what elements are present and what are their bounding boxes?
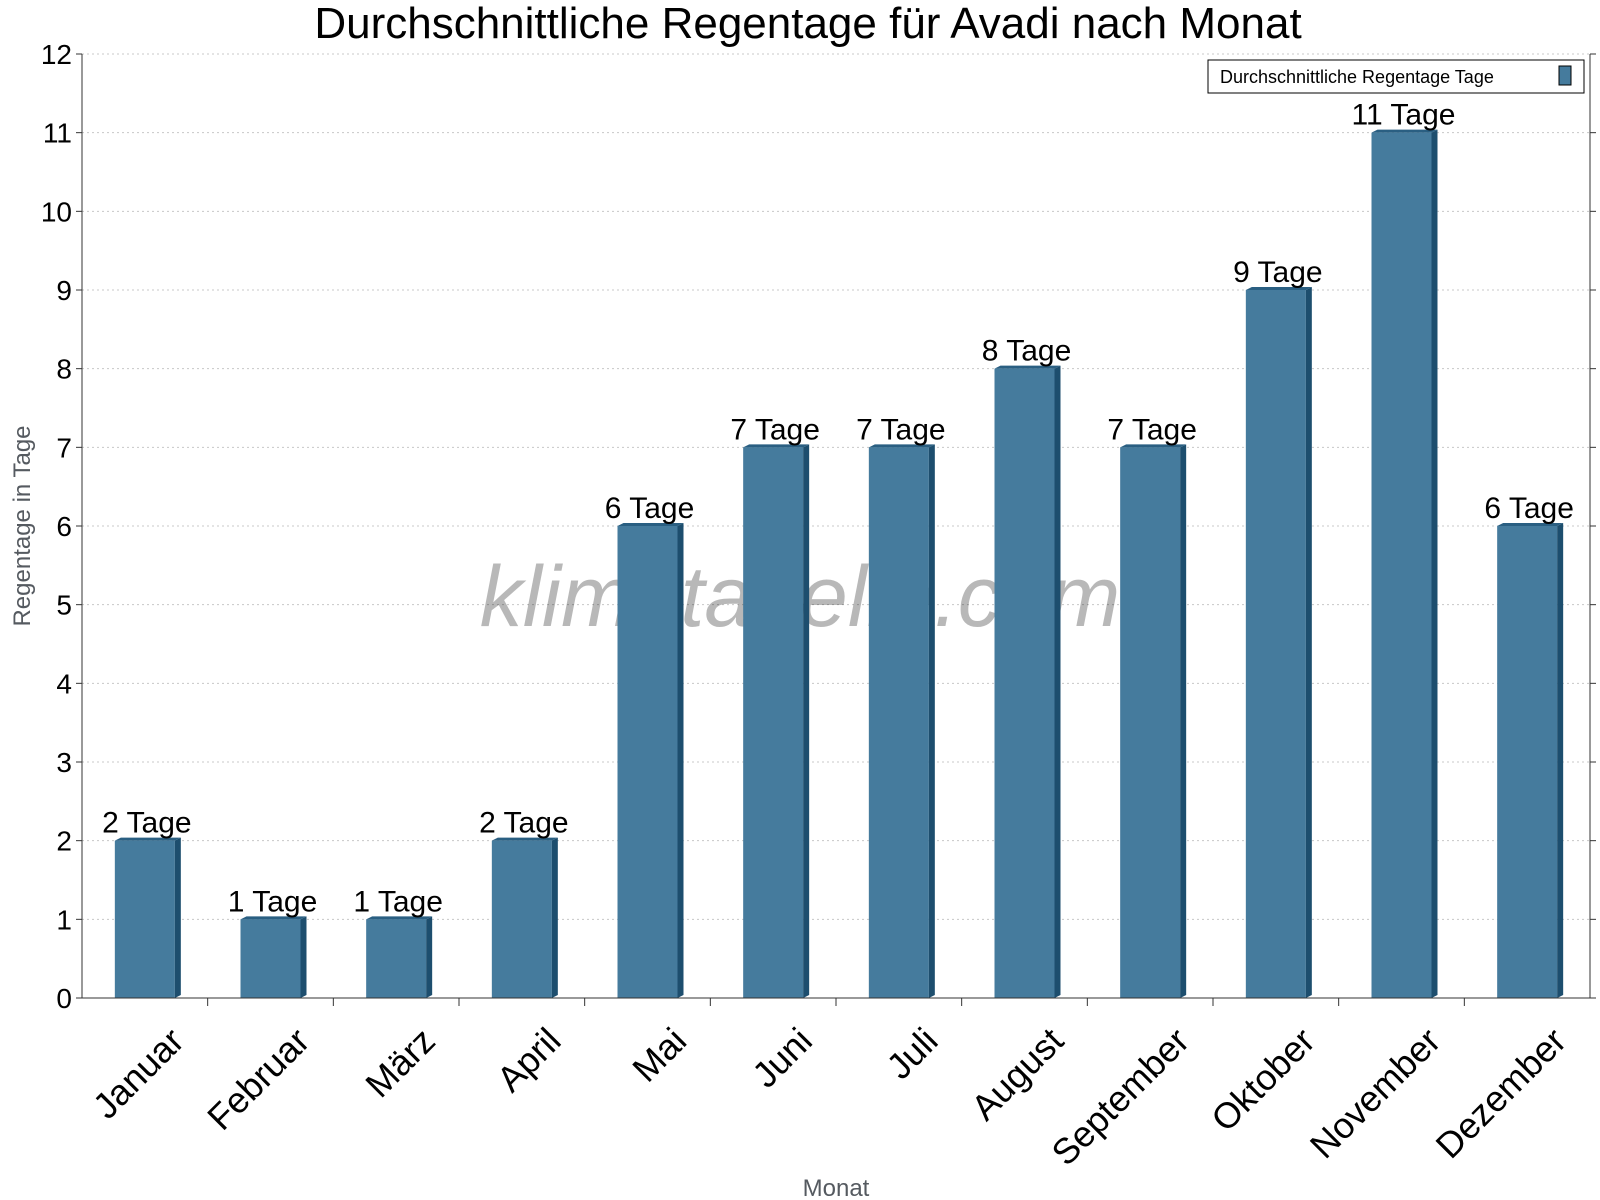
y-tick-label: 0 [56,983,72,1014]
x-tick-labels: Januar Februar März April Mai Juni Juli AugustS… [85,998,1574,1173]
x-tick-label: Februar [199,1020,317,1138]
bar-top [366,916,433,920]
bar [1497,526,1558,998]
y-tick-label: 12 [41,39,72,70]
y-tick-label: 5 [56,590,72,621]
bar [617,526,678,998]
bar-top [491,837,558,841]
data-label: 1 Tage [353,885,443,918]
bar-top [114,837,181,841]
legend-label: Durchschnittliche Regentage Tage [1220,67,1494,87]
x-tick-label: November [1302,1020,1448,1166]
bar-top [1245,287,1312,290]
y-tick-label: 10 [41,196,72,227]
x-tick-label: April [489,1020,569,1100]
bar [491,840,552,998]
bar [1245,290,1306,998]
bar-side [426,916,433,998]
bar-top [617,523,684,526]
x-tick-label: Dezember [1428,1020,1574,1166]
bar [240,919,301,998]
x-tick-label: Juni [744,1020,820,1096]
data-label: 1 Tage [228,885,318,918]
bar-top [1120,444,1187,448]
y-tick-label: 8 [56,354,72,385]
y-tick-label: 7 [56,432,72,463]
data-label: 7 Tage [730,413,820,446]
data-label: 6 Tage [605,492,695,525]
x-tick-label: August [963,1020,1071,1128]
data-label: 2 Tage [479,807,569,840]
bar-side [1305,287,1312,998]
chart-title: Durchschnittliche Regentage für Avadi na… [314,0,1301,48]
y-tick-label: 6 [56,511,72,542]
bar [994,368,1055,999]
x-tick-label: Oktober [1203,1020,1323,1140]
legend-box [1207,59,1585,94]
x-tick-label: März [357,1020,443,1106]
bar-side [300,916,307,998]
bar-side [928,444,935,998]
bar-side [551,837,558,998]
x-tick-label: Januar [85,1020,192,1127]
bar-top [868,444,935,448]
y-tick-label: 1 [56,904,72,935]
bar-top [1497,523,1564,526]
grid-lines [82,53,1590,920]
data-label: 2 Tage [102,807,192,840]
data-label: 6 Tage [1484,492,1574,525]
bar-side [1180,444,1187,998]
bar-side [803,444,810,998]
bar-side [1557,523,1564,998]
bar [1371,132,1432,998]
y-tick-label: 2 [56,826,72,857]
y-tick-label: 9 [56,275,72,306]
bar-top [240,916,307,920]
bar-top [994,365,1061,369]
legend-swatch [1558,65,1572,86]
bar-side [1431,129,1438,998]
bar-top [1371,129,1438,133]
data-labels: 2 Tage 1 Tage 1 Tage 2 Tage 6 Tage 7 Tage 7 Ta… [102,99,1574,919]
bar [743,447,804,998]
legend: Durchschnittliche Regentage Tage [1207,59,1585,94]
x-tick-label: September [1043,1020,1197,1174]
data-label: 11 Tage [1352,99,1456,132]
bar-side [174,837,181,998]
data-label: 7 Tage [1107,413,1197,446]
bar [1120,447,1181,998]
y-axis-title: Regentage in Tage [9,425,36,626]
bar-side [677,523,684,998]
x-axis-title: Monat [803,1175,870,1200]
x-tick-label: Mai [624,1020,694,1090]
y-tick-label: 11 [43,118,72,149]
bar-side [1054,365,1061,999]
bar-top [743,444,810,448]
bar [868,447,929,998]
data-label: 8 Tage [982,335,1072,368]
bars [114,129,1564,999]
y-tick-label: 4 [56,668,72,699]
x-tick-label: Juli [878,1020,945,1087]
y-tick-label: 3 [56,747,72,778]
data-label: 9 Tage [1233,256,1323,289]
bar [366,919,427,998]
bar [114,840,175,998]
data-label: 7 Tage [856,413,946,446]
